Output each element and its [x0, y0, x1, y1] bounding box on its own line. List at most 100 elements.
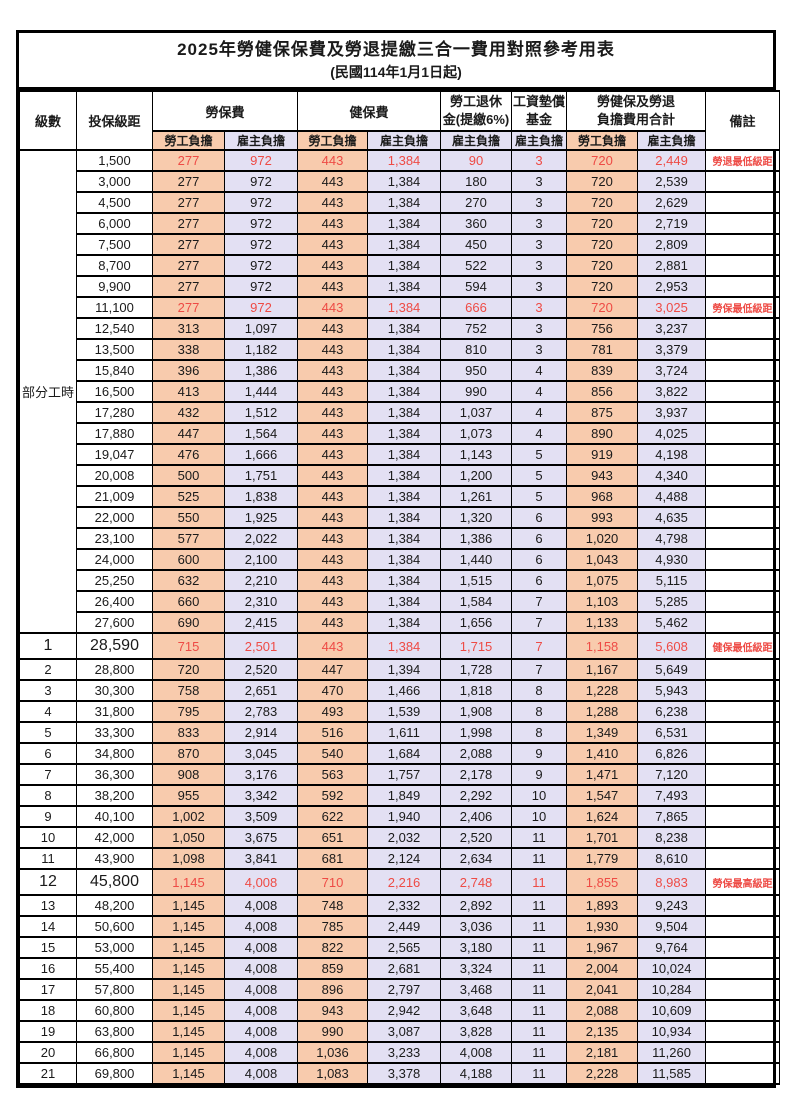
bracket-cell: 20,008: [76, 464, 153, 487]
header-bracket: 投保級距: [76, 90, 153, 151]
health-emp-cell: 443: [297, 359, 369, 382]
pension-cell: 666: [440, 296, 513, 319]
health-emp-cell: 443: [297, 443, 369, 466]
header-wage-fund-line2: 基金: [526, 112, 553, 127]
labor-emp-cell: 277: [152, 275, 225, 298]
remark-cell: [705, 999, 781, 1022]
table-row: 13,500 338 1,182 443 1,384 810 3 781 3,379: [20, 338, 781, 361]
remark-cell: [705, 233, 781, 256]
health-er-cell: 2,942: [367, 999, 442, 1022]
labor-er-cell: 1,838: [223, 485, 299, 508]
health-emp-cell: 443: [297, 296, 369, 319]
remark-cell: [705, 464, 781, 487]
health-emp-cell: 943: [297, 999, 369, 1022]
health-er-cell: 1,384: [367, 632, 442, 660]
level-cell: 2: [19, 658, 77, 681]
pension-cell: 2,892: [440, 894, 513, 917]
fund-cell: 3: [511, 275, 568, 298]
labor-er-cell: 2,914: [223, 721, 299, 744]
remark-cell: [705, 700, 781, 723]
table-row: 3,000 277 972 443 1,384 180 3 720 2,539: [20, 170, 781, 193]
fund-cell: 6: [511, 569, 568, 592]
health-er-cell: 2,449: [367, 915, 442, 938]
remark-cell: [705, 1020, 781, 1043]
pension-cell: 2,520: [440, 826, 513, 849]
labor-er-cell: 4,008: [223, 894, 299, 917]
labor-emp-cell: 720: [152, 658, 225, 681]
labor-er-cell: 4,008: [223, 1020, 299, 1043]
pension-cell: 752: [440, 317, 513, 340]
bracket-cell: 19,047: [76, 443, 153, 466]
labor-emp-cell: 908: [152, 763, 225, 786]
total-emp-cell: 720: [566, 233, 639, 256]
table-row: 20 66,800 1,145 4,008 1,036 3,233 4,008 11 2,181…: [19, 1041, 781, 1064]
table-row: 6 34,800 870 3,045 540 1,684 2,088 9 1,410 6,826: [19, 742, 781, 765]
bracket-cell: 1,500: [76, 149, 153, 172]
labor-er-cell: 972: [223, 191, 299, 214]
fund-cell: 11: [511, 1062, 568, 1085]
fund-cell: 4: [511, 422, 568, 445]
total-er-cell: 2,629: [637, 191, 707, 214]
bracket-cell: 8,700: [76, 254, 153, 277]
bracket-cell: 13,500: [76, 338, 153, 361]
bracket-cell: 30,300: [76, 679, 153, 702]
total-emp-cell: 2,181: [566, 1041, 639, 1064]
pension-cell: 4,188: [440, 1062, 513, 1085]
total-emp-cell: 2,041: [566, 978, 639, 1001]
total-emp-cell: 720: [566, 275, 639, 298]
health-er-cell: 3,233: [367, 1041, 442, 1064]
table-row: 4,500 277 972 443 1,384 270 3 720 2,629: [20, 191, 781, 214]
premium-table: 2025年勞健保保費及勞退提繳三合一費用對照參考用表 (民國114年1月1日起)…: [16, 30, 781, 1088]
total-er-cell: 2,719: [637, 212, 707, 235]
pension-cell: 1,908: [440, 700, 513, 723]
total-er-cell: 3,237: [637, 317, 707, 340]
health-er-cell: 1,384: [367, 296, 442, 319]
pension-cell: 3,468: [440, 978, 513, 1001]
labor-emp-cell: 413: [152, 380, 225, 403]
bracket-cell: 45,800: [76, 868, 153, 896]
labor-emp-cell: 476: [152, 443, 225, 466]
pension-cell: 1,715: [440, 632, 513, 660]
total-er-cell: 8,610: [637, 847, 707, 870]
total-er-cell: 4,198: [637, 443, 707, 466]
bracket-cell: 53,000: [76, 936, 153, 959]
total-er-cell: 10,284: [637, 978, 707, 1001]
fund-cell: 4: [511, 401, 568, 424]
level-cell: 15: [19, 936, 77, 959]
labor-emp-cell: 277: [152, 149, 225, 172]
table-row: 11 43,900 1,098 3,841 681 2,124 2,634 11 1,779 8,…: [19, 847, 781, 870]
fund-cell: 6: [511, 527, 568, 550]
remark-cell: [705, 485, 781, 508]
pension-cell: 4,008: [440, 1041, 513, 1064]
total-er-cell: 10,024: [637, 957, 707, 980]
bracket-cell: 9,900: [76, 275, 153, 298]
pension-cell: 360: [440, 212, 513, 235]
health-emp-cell: 443: [297, 275, 369, 298]
total-emp-cell: 1,075: [566, 569, 639, 592]
header-wage-fund: 工資墊償 基金: [511, 90, 568, 132]
level-cell: 11: [19, 847, 77, 870]
fund-cell: 3: [511, 170, 568, 193]
health-emp-cell: 785: [297, 915, 369, 938]
pension-cell: 522: [440, 254, 513, 277]
health-emp-cell: 540: [297, 742, 369, 765]
fund-cell: 8: [511, 679, 568, 702]
header-health-insurance: 健保費: [297, 90, 442, 132]
total-emp-cell: 720: [566, 254, 639, 277]
health-er-cell: 1,384: [367, 590, 442, 613]
remark-cell: [705, 506, 781, 529]
table-row: 21 69,800 1,145 4,008 1,083 3,378 4,188 11 2,228…: [19, 1062, 781, 1085]
health-er-cell: 2,565: [367, 936, 442, 959]
pension-cell: 810: [440, 338, 513, 361]
labor-er-cell: 2,415: [223, 611, 299, 634]
health-er-cell: 1,384: [367, 464, 442, 487]
labor-er-cell: 2,520: [223, 658, 299, 681]
pension-cell: 2,748: [440, 868, 513, 896]
total-emp-cell: 2,228: [566, 1062, 639, 1085]
health-emp-cell: 443: [297, 464, 369, 487]
labor-emp-cell: 1,050: [152, 826, 225, 849]
labor-er-cell: 1,182: [223, 338, 299, 361]
bracket-cell: 17,280: [76, 401, 153, 424]
health-er-cell: 1,539: [367, 700, 442, 723]
subheader-pension-employer: 雇主負擔: [440, 130, 513, 151]
